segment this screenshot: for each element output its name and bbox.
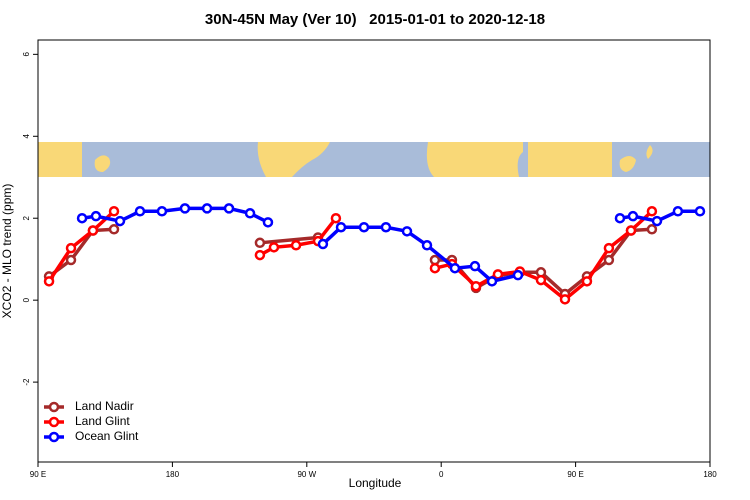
legend-label: Ocean Glint — [75, 429, 139, 443]
point — [469, 260, 481, 272]
y-tick-label: -2 — [22, 378, 31, 386]
point — [179, 203, 191, 214]
point — [358, 221, 370, 233]
point — [201, 203, 213, 214]
point — [262, 217, 274, 228]
x-tick-label: 90 E — [30, 470, 46, 479]
x-tick-label: 90 E — [567, 470, 583, 479]
x-tick-label: 180 — [166, 470, 180, 479]
point — [470, 280, 482, 292]
point — [627, 210, 639, 222]
legend-marker — [48, 431, 60, 443]
point — [108, 224, 120, 235]
point — [581, 276, 593, 287]
point — [254, 237, 266, 249]
point — [535, 274, 547, 286]
point — [694, 206, 706, 217]
point — [603, 242, 615, 254]
series-line — [48, 227, 653, 297]
x-axis-label: Longitude — [349, 476, 402, 490]
point — [449, 262, 461, 274]
point — [429, 262, 441, 274]
point — [254, 249, 266, 261]
legend-label: Land Glint — [75, 414, 130, 428]
point — [114, 215, 126, 227]
point — [646, 206, 658, 217]
point — [559, 294, 571, 305]
legend-marker — [48, 401, 60, 413]
point — [646, 224, 658, 235]
point — [65, 254, 77, 266]
chart-title: 30N-45N May (Ver 10) 2015-01-01 to 2020-… — [205, 11, 545, 28]
point — [401, 226, 413, 237]
point — [335, 221, 347, 233]
point — [512, 269, 524, 281]
point — [134, 206, 146, 217]
point — [65, 242, 77, 254]
x-tick-label: 180 — [703, 470, 717, 479]
point — [672, 206, 684, 217]
point — [156, 206, 168, 217]
x-tick-label: 0 — [439, 470, 444, 479]
point — [90, 210, 102, 222]
map-strip — [38, 142, 710, 177]
point — [330, 212, 342, 224]
x-tick-label: 90 W — [297, 470, 316, 479]
series-line — [47, 209, 654, 302]
point — [244, 208, 256, 219]
point — [380, 221, 392, 233]
y-tick-label: 4 — [22, 134, 31, 139]
point — [108, 206, 120, 217]
point — [429, 254, 441, 266]
point — [268, 242, 280, 253]
point — [317, 238, 329, 250]
point — [290, 240, 302, 251]
y-tick-label: 0 — [22, 297, 31, 302]
point — [651, 215, 663, 227]
point — [603, 254, 615, 266]
y-axis-label: XCO2 - MLO trend (ppm) — [0, 184, 14, 319]
point — [614, 212, 626, 224]
point — [43, 276, 55, 287]
point — [76, 212, 88, 224]
legend-label: Land Nadir — [75, 399, 134, 413]
point — [421, 240, 433, 251]
point — [486, 276, 498, 287]
point — [87, 225, 99, 236]
point — [625, 225, 637, 236]
plot-frame — [37, 39, 711, 463]
legend-marker — [48, 416, 60, 428]
y-tick-label: 6 — [22, 52, 31, 57]
y-tick-label: 2 — [22, 215, 31, 220]
point — [223, 203, 235, 214]
